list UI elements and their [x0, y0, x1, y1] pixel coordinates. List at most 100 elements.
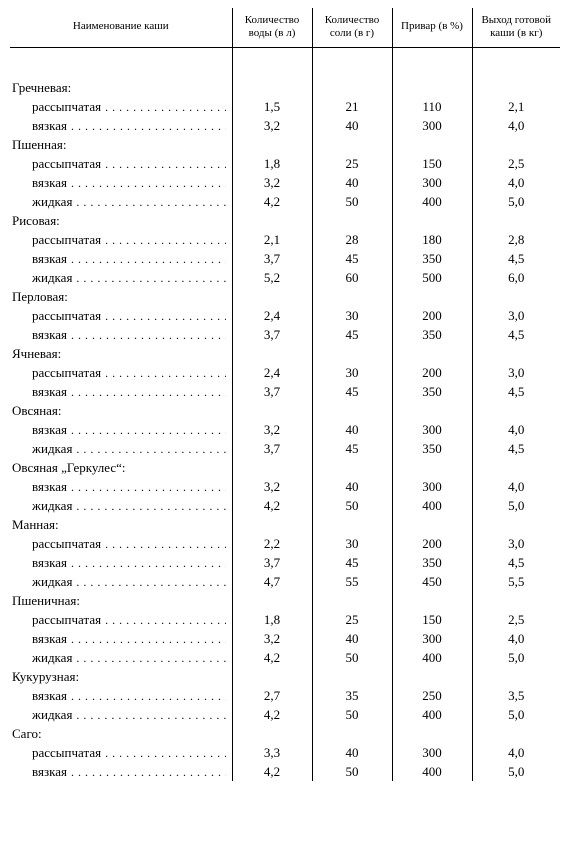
dot-leader: ........................................ [101, 537, 225, 552]
group-row: Кукурузная: [10, 667, 560, 686]
table-row: рассыпчатая.............................… [10, 230, 560, 249]
row-label: рассыпчатая [32, 156, 101, 172]
table-row: жидкая..................................… [10, 192, 560, 211]
row-label: рассыпчатая [32, 612, 101, 628]
row-label: вязкая [32, 251, 67, 267]
cell-water: 4,2 [232, 192, 312, 211]
table-row: рассыпчатая.............................… [10, 363, 560, 382]
row-label-cell: вязкая..................................… [10, 477, 232, 496]
cell-privar: 200 [392, 306, 472, 325]
row-label: вязкая [32, 327, 67, 343]
dot-leader: ........................................ [101, 366, 225, 381]
row-label-cell: рассыпчатая.............................… [10, 363, 232, 382]
cell-water: 3,2 [232, 116, 312, 135]
cell-salt: 45 [312, 553, 392, 572]
cell-water: 3,7 [232, 249, 312, 268]
cell-water: 2,4 [232, 363, 312, 382]
cell-yield: 2,5 [472, 610, 560, 629]
row-label-cell: вязкая..................................… [10, 629, 232, 648]
cell-salt: 40 [312, 116, 392, 135]
row-label: рассыпчатая [32, 308, 101, 324]
cell-salt: 50 [312, 648, 392, 667]
cell-privar: 400 [392, 496, 472, 515]
table-row: вязкая..................................… [10, 477, 560, 496]
row-label: вязкая [32, 479, 67, 495]
cell-privar: 300 [392, 743, 472, 762]
table-header: Наименование каши Количество воды (в л) … [10, 8, 560, 48]
cell-water: 3,7 [232, 553, 312, 572]
cell-yield: 4,5 [472, 382, 560, 401]
row-label-cell: рассыпчатая.............................… [10, 743, 232, 762]
row-label-cell: жидкая..................................… [10, 439, 232, 458]
cell-privar: 300 [392, 629, 472, 648]
cell-salt: 40 [312, 173, 392, 192]
table-row: жидкая..................................… [10, 439, 560, 458]
dot-leader: ........................................ [67, 556, 226, 571]
table-row: вязкая..................................… [10, 686, 560, 705]
cell-yield: 4,5 [472, 553, 560, 572]
dot-leader: ........................................ [67, 632, 226, 647]
cell-privar: 150 [392, 610, 472, 629]
dot-leader: ........................................ [72, 651, 225, 666]
table-row: вязкая..................................… [10, 173, 560, 192]
cell-privar: 110 [392, 97, 472, 116]
dot-leader: ........................................ [67, 689, 226, 704]
row-label: рассыпчатая [32, 365, 101, 381]
cell-water: 2,7 [232, 686, 312, 705]
group-row: Саго: [10, 724, 560, 743]
group-title: Пшеничная: [10, 591, 232, 610]
dot-leader: ........................................ [67, 252, 226, 267]
cell-yield: 4,0 [472, 116, 560, 135]
cell-salt: 50 [312, 496, 392, 515]
row-label-cell: рассыпчатая.............................… [10, 154, 232, 173]
dot-leader: ........................................ [67, 119, 226, 134]
row-label-cell: вязкая..................................… [10, 762, 232, 781]
cell-yield: 4,0 [472, 477, 560, 496]
row-label-cell: жидкая..................................… [10, 648, 232, 667]
group-row: Пшенная: [10, 135, 560, 154]
cell-privar: 300 [392, 116, 472, 135]
group-title: Гречневая: [10, 78, 232, 97]
cell-salt: 50 [312, 762, 392, 781]
cell-yield: 3,0 [472, 306, 560, 325]
cell-privar: 400 [392, 192, 472, 211]
cell-yield: 5,0 [472, 192, 560, 211]
cell-privar: 300 [392, 420, 472, 439]
cell-water: 2,1 [232, 230, 312, 249]
row-label: вязкая [32, 631, 67, 647]
cell-salt: 40 [312, 477, 392, 496]
row-label-cell: рассыпчатая.............................… [10, 306, 232, 325]
cell-salt: 50 [312, 192, 392, 211]
dot-leader: ........................................ [101, 233, 225, 248]
row-label: вязкая [32, 555, 67, 571]
dot-leader: ........................................ [72, 271, 225, 286]
group-title: Овсяная: [10, 401, 232, 420]
table-row: жидкая..................................… [10, 268, 560, 287]
row-label: жидкая [32, 650, 72, 666]
table-row: вязкая..................................… [10, 325, 560, 344]
table-row: вязкая..................................… [10, 249, 560, 268]
row-label: жидкая [32, 194, 72, 210]
cell-salt: 40 [312, 629, 392, 648]
dot-leader: ........................................ [72, 499, 225, 514]
cell-privar: 200 [392, 534, 472, 553]
dot-leader: ........................................ [67, 385, 226, 400]
cell-privar: 250 [392, 686, 472, 705]
cell-privar: 400 [392, 762, 472, 781]
row-label-cell: рассыпчатая.............................… [10, 230, 232, 249]
group-row: Манная: [10, 515, 560, 534]
cell-water: 4,2 [232, 496, 312, 515]
row-label: жидкая [32, 498, 72, 514]
row-label-cell: рассыпчатая.............................… [10, 610, 232, 629]
col-salt: Количество соли (в г) [312, 8, 392, 48]
dot-leader: ........................................ [101, 309, 225, 324]
cell-yield: 6,0 [472, 268, 560, 287]
cell-privar: 150 [392, 154, 472, 173]
cell-salt: 60 [312, 268, 392, 287]
cell-yield: 3,0 [472, 534, 560, 553]
dot-leader: ........................................ [67, 480, 226, 495]
kasha-table: Наименование каши Количество воды (в л) … [10, 8, 560, 781]
row-label: жидкая [32, 574, 72, 590]
dot-leader: ........................................ [101, 100, 225, 115]
cell-privar: 200 [392, 363, 472, 382]
